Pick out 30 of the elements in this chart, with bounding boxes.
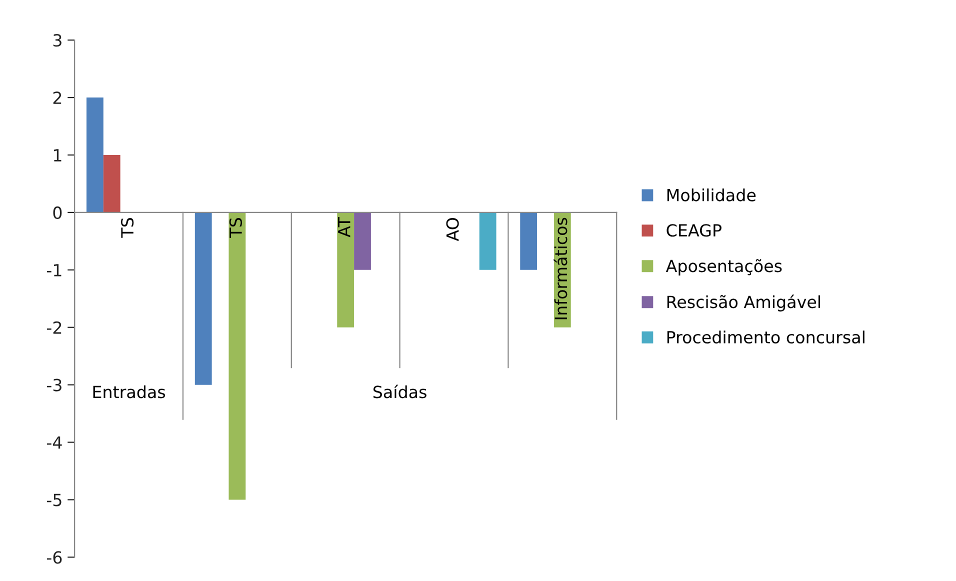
bar — [520, 212, 538, 270]
y-tick-label: 1 — [54, 149, 62, 162]
y-tick-label: 0 — [53, 206, 62, 220]
legend-label: CEAGP — [666, 224, 722, 237]
bar — [194, 212, 212, 385]
annotation: Saídas — [373, 384, 426, 398]
bar — [479, 212, 496, 270]
bar — [354, 212, 371, 270]
bar — [228, 212, 246, 500]
bar — [86, 98, 104, 212]
y-tick-label: -4 — [46, 436, 62, 449]
annotation: Entradas — [93, 385, 166, 398]
x-tick-label: AO — [446, 218, 459, 242]
legend-label: Procedimento concursal — [667, 330, 864, 344]
x-tick-label: TS — [121, 218, 134, 238]
x-tick-label: TS — [229, 218, 242, 238]
bar — [103, 155, 120, 212]
y-tick-label: -6 — [46, 551, 62, 564]
y-tick-label: -2 — [46, 321, 62, 334]
bar — [337, 212, 354, 328]
y-tick-label: 3 — [53, 34, 62, 47]
x-tick-label: AT — [338, 217, 350, 238]
y-tick-label: -3 — [46, 378, 62, 392]
legend-label: Mobilidade — [667, 188, 756, 202]
legend-label: Rescisão Amigável — [667, 294, 820, 312]
y-tick-label: -1 — [46, 264, 62, 276]
y-tick-label: 2 — [53, 92, 62, 104]
x-tick-label: Informáticos — [554, 218, 568, 320]
y-tick-label: -5 — [46, 494, 62, 506]
legend-label: Aposentações — [666, 259, 782, 276]
